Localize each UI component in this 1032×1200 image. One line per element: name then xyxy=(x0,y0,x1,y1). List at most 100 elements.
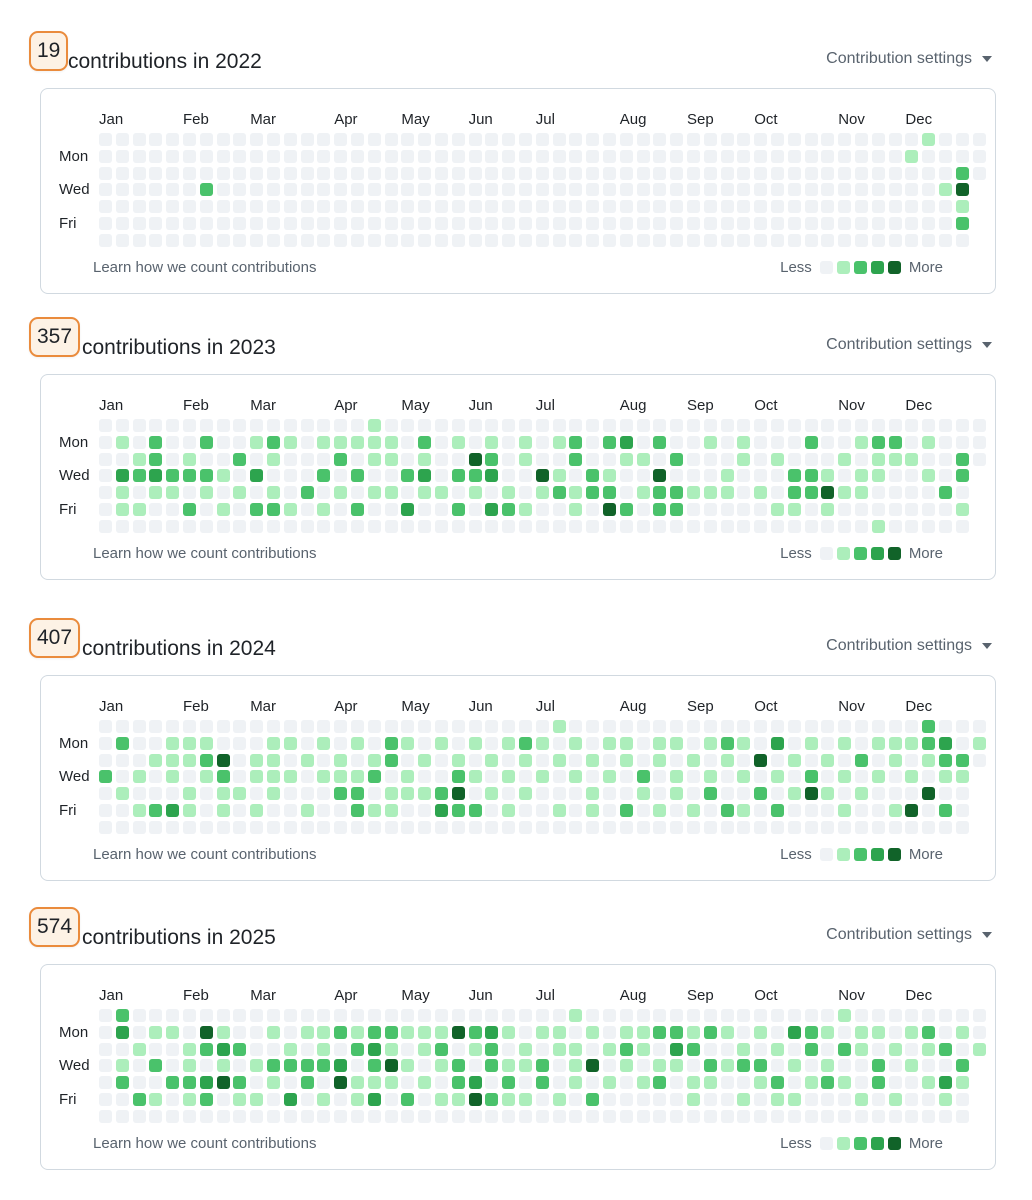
contribution-cell[interactable] xyxy=(804,820,818,834)
contribution-cell[interactable] xyxy=(603,820,616,834)
contribution-cell[interactable] xyxy=(771,736,784,750)
contribution-cell[interactable] xyxy=(737,753,751,767)
contribution-cell[interactable] xyxy=(670,1025,684,1039)
contribution-cell[interactable] xyxy=(754,736,768,750)
contribution-cell[interactable] xyxy=(871,787,885,801)
contribution-cell[interactable] xyxy=(754,217,768,230)
contribution-cell[interactable] xyxy=(367,435,381,449)
contribution-cell[interactable] xyxy=(283,183,297,197)
contribution-cell[interactable] xyxy=(283,133,297,146)
contribution-cell[interactable] xyxy=(199,503,213,516)
contribution-cell[interactable] xyxy=(468,1076,482,1090)
contribution-cell[interactable] xyxy=(183,1009,196,1022)
contribution-cell[interactable] xyxy=(384,486,398,500)
contribution-cell[interactable] xyxy=(451,419,465,432)
contribution-cell[interactable] xyxy=(586,200,600,214)
contribution-cell[interactable] xyxy=(485,183,499,197)
contribution-cell[interactable] xyxy=(468,820,482,834)
contribution-cell[interactable] xyxy=(922,469,936,483)
learn-contributions-link[interactable]: Learn how we count contributions xyxy=(93,1135,317,1152)
contribution-cell[interactable] xyxy=(216,200,230,214)
contribution-cell[interactable] xyxy=(451,486,465,500)
contribution-cell[interactable] xyxy=(502,736,516,750)
contribution-cell[interactable] xyxy=(317,149,331,163)
contribution-cell[interactable] xyxy=(939,435,952,449)
contribution-cell[interactable] xyxy=(939,452,952,466)
contribution-cell[interactable] xyxy=(703,133,717,146)
contribution-cell[interactable] xyxy=(855,469,868,483)
contribution-cell[interactable] xyxy=(418,1109,432,1123)
contribution-cell[interactable] xyxy=(334,820,348,834)
contribution-cell[interactable] xyxy=(888,1009,902,1022)
contribution-cell[interactable] xyxy=(905,183,919,197)
contribution-cell[interactable] xyxy=(384,452,398,466)
contribution-cell[interactable] xyxy=(552,419,566,432)
contribution-cell[interactable] xyxy=(771,200,784,214)
contribution-cell[interactable] xyxy=(720,736,734,750)
contribution-cell[interactable] xyxy=(569,787,583,801)
contribution-cell[interactable] xyxy=(871,770,885,784)
contribution-cell[interactable] xyxy=(435,486,448,500)
contribution-cell[interactable] xyxy=(351,183,364,197)
contribution-cell[interactable] xyxy=(334,720,348,733)
contribution-cell[interactable] xyxy=(552,166,566,180)
contribution-cell[interactable] xyxy=(888,820,902,834)
contribution-cell[interactable] xyxy=(183,183,196,197)
contribution-cell[interactable] xyxy=(115,804,129,817)
contribution-cell[interactable] xyxy=(653,1025,667,1039)
contribution-cell[interactable] xyxy=(821,804,835,817)
contribution-cell[interactable] xyxy=(754,1109,768,1123)
contribution-cell[interactable] xyxy=(99,183,112,197)
contribution-cell[interactable] xyxy=(855,217,868,230)
contribution-cell[interactable] xyxy=(771,469,784,483)
contribution-cell[interactable] xyxy=(535,1059,549,1073)
contribution-cell[interactable] xyxy=(183,503,196,516)
contribution-cell[interactable] xyxy=(905,452,919,466)
contribution-cell[interactable] xyxy=(300,1059,314,1073)
contribution-cell[interactable] xyxy=(367,469,381,483)
contribution-cell[interactable] xyxy=(468,133,482,146)
contribution-cell[interactable] xyxy=(149,1109,163,1123)
contribution-cell[interactable] xyxy=(199,1059,213,1073)
contribution-cell[interactable] xyxy=(535,1093,549,1106)
contribution-cell[interactable] xyxy=(115,1042,129,1056)
contribution-cell[interactable] xyxy=(586,166,600,180)
contribution-cell[interactable] xyxy=(787,720,801,733)
contribution-cell[interactable] xyxy=(418,1093,432,1106)
contribution-cell[interactable] xyxy=(317,1042,331,1056)
contribution-cell[interactable] xyxy=(552,720,566,733)
contribution-cell[interactable] xyxy=(283,770,297,784)
contribution-cell[interactable] xyxy=(367,1093,381,1106)
contribution-cell[interactable] xyxy=(334,166,348,180)
contribution-cell[interactable] xyxy=(888,200,902,214)
contribution-cell[interactable] xyxy=(922,166,936,180)
contribution-cell[interactable] xyxy=(351,787,364,801)
contribution-cell[interactable] xyxy=(888,435,902,449)
contribution-cell[interactable] xyxy=(821,1042,835,1056)
contribution-cell[interactable] xyxy=(771,435,784,449)
contribution-cell[interactable] xyxy=(821,1009,835,1022)
contribution-cell[interactable] xyxy=(183,1076,196,1090)
contribution-cell[interactable] xyxy=(317,233,331,247)
contribution-cell[interactable] xyxy=(871,233,885,247)
contribution-cell[interactable] xyxy=(552,804,566,817)
contribution-cell[interactable] xyxy=(351,166,364,180)
contribution-cell[interactable] xyxy=(267,435,280,449)
contribution-cell[interactable] xyxy=(502,519,516,533)
contribution-cell[interactable] xyxy=(737,1059,751,1073)
contribution-cell[interactable] xyxy=(233,133,247,146)
contribution-cell[interactable] xyxy=(955,1109,969,1123)
contribution-cell[interactable] xyxy=(787,166,801,180)
contribution-cell[interactable] xyxy=(737,787,751,801)
contribution-cell[interactable] xyxy=(855,486,868,500)
contribution-cell[interactable] xyxy=(905,1025,919,1039)
contribution-cell[interactable] xyxy=(233,183,247,197)
contribution-cell[interactable] xyxy=(838,503,852,516)
contribution-cell[interactable] xyxy=(804,1076,818,1090)
contribution-cell[interactable] xyxy=(955,736,969,750)
contribution-cell[interactable] xyxy=(451,720,465,733)
contribution-cell[interactable] xyxy=(586,1042,600,1056)
contribution-cell[interactable] xyxy=(468,469,482,483)
contribution-cell[interactable] xyxy=(871,519,885,533)
contribution-cell[interactable] xyxy=(821,720,835,733)
